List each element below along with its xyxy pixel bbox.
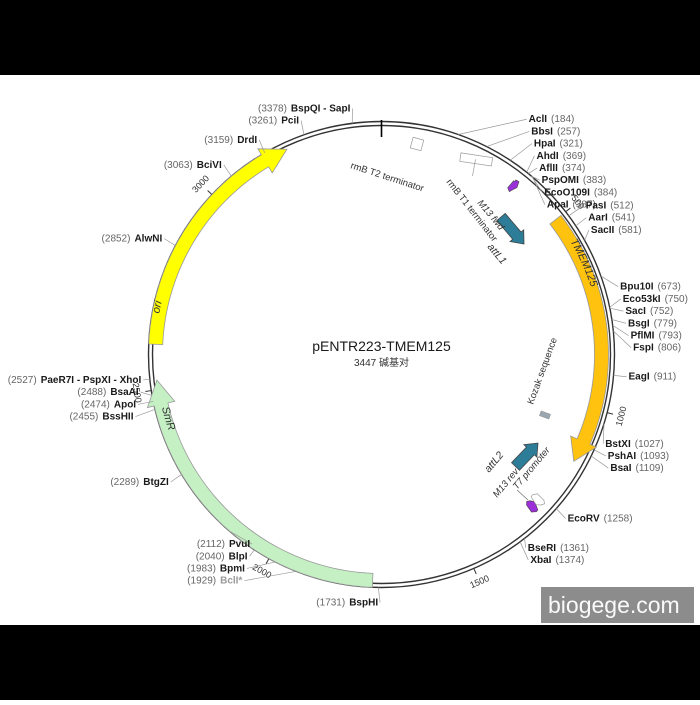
- svg-text:PasI(512): PasI(512): [586, 200, 634, 211]
- svg-text:1500: 1500: [468, 573, 490, 590]
- svg-text:(3378)BspQI - SapI: (3378)BspQI - SapI: [258, 103, 351, 114]
- svg-text:(1929)BclI*: (1929)BclI*: [187, 575, 242, 586]
- svg-text:(2289)BtgZI: (2289)BtgZI: [110, 477, 169, 488]
- svg-text:3447 碱基对: 3447 碱基对: [354, 356, 409, 369]
- svg-text:(2474)ApoI: (2474)ApoI: [81, 399, 136, 410]
- svg-text:FspI(806): FspI(806): [633, 342, 681, 353]
- svg-text:BsgI(779): BsgI(779): [628, 318, 677, 329]
- svg-text:rmB T2 terminator: rmB T2 terminator: [349, 160, 425, 194]
- svg-text:BsaI(1109): BsaI(1109): [610, 463, 663, 474]
- svg-text:BstXI(1027): BstXI(1027): [605, 438, 663, 449]
- svg-text:(2455)BssHII: (2455)BssHII: [69, 411, 133, 422]
- svg-text:AflII(374): AflII(374): [539, 163, 585, 174]
- svg-text:AarI(541): AarI(541): [588, 212, 635, 223]
- svg-text:AclI(184): AclI(184): [529, 114, 575, 125]
- svg-text:SacI(752): SacI(752): [625, 306, 673, 317]
- svg-text:(2112)PvuI: (2112)PvuI: [197, 539, 251, 550]
- svg-text:PflMI(793): PflMI(793): [631, 330, 682, 341]
- svg-text:(2488)BsaAI: (2488)BsaAI: [77, 387, 138, 398]
- svg-text:PspOMI(383): PspOMI(383): [542, 175, 607, 186]
- svg-text:(2852)AlwNI: (2852)AlwNI: [102, 233, 163, 244]
- svg-text:EcoRV(1258): EcoRV(1258): [568, 513, 633, 524]
- svg-text:Bpu10I(673): Bpu10I(673): [620, 281, 681, 292]
- svg-text:XbaI(1374): XbaI(1374): [530, 555, 584, 566]
- svg-text:SacII(581): SacII(581): [591, 224, 642, 235]
- svg-text:AhdI(369): AhdI(369): [536, 150, 586, 161]
- svg-text:EagI(911): EagI(911): [629, 371, 677, 382]
- svg-text:(2527)PaeR7I - PspXI - XhoI: (2527)PaeR7I - PspXI - XhoI: [8, 375, 142, 386]
- svg-text:1000: 1000: [614, 405, 629, 427]
- svg-text:(3063)BciVI: (3063)BciVI: [164, 159, 222, 170]
- svg-text:(3159)DrdI: (3159)DrdI: [204, 135, 257, 146]
- svg-text:BbsI(257): BbsI(257): [531, 126, 580, 137]
- svg-text:EcoO109I(384): EcoO109I(384): [544, 187, 617, 198]
- svg-text:biogege.com: biogege.com: [548, 592, 680, 618]
- svg-text:(2040)BlpI: (2040)BlpI: [196, 551, 248, 562]
- svg-text:(3261)PciI: (3261)PciI: [248, 115, 299, 126]
- svg-text:pENTR223-TMEM125: pENTR223-TMEM125: [312, 338, 451, 354]
- svg-text:HpaI(321): HpaI(321): [534, 138, 583, 149]
- svg-text:Kozak sequence: Kozak sequence: [525, 336, 559, 406]
- svg-text:PshAI(1093): PshAI(1093): [608, 451, 669, 462]
- svg-text:attL1: attL1: [485, 241, 509, 267]
- svg-text:Eco53kI(750): Eco53kI(750): [623, 294, 688, 305]
- svg-text:(1983)BpmI: (1983)BpmI: [187, 563, 245, 574]
- svg-text:attL2: attL2: [482, 449, 506, 475]
- svg-text:BseRI(1361): BseRI(1361): [528, 542, 589, 553]
- svg-text:(1731)BspHI: (1731)BspHI: [316, 597, 378, 608]
